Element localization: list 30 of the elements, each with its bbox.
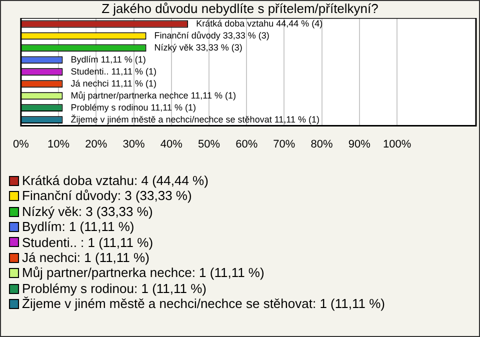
category-label: Krátká doba vztahu 44,44 % (4): [196, 18, 323, 28]
x-tick-label: 50%: [198, 138, 220, 150]
chart-title: Z jakého důvodu nebydlíte s přítelem/přítelkyní?: [100, 1, 380, 16]
text: Problémy s rodinou: 1 (11,11 %): [22, 280, 206, 296]
x-tick-label: 100%: [382, 138, 412, 150]
category-label: Můj partner/partnerka nechce 11,11 % (1): [70, 90, 236, 100]
text: Studenti.. : 1 (11,11 %): [22, 234, 154, 250]
text: Nízký věk: 3 (33,33 %): [22, 204, 153, 220]
category-label: Bydlím 11,11 % (1): [70, 54, 146, 64]
x-tick-label: 40%: [160, 138, 183, 150]
text: Já nechci: 1 (11,11 %): [22, 250, 150, 266]
x-tick-label: 70%: [273, 138, 296, 150]
text: Můj partner/partnerka nechce: 1 (11,11 %): [22, 265, 264, 281]
x-tick-label: 60%: [236, 138, 258, 150]
x-tick-label: 10%: [48, 138, 70, 150]
category-label: Problémy s rodinou 11,11 % (1): [70, 102, 196, 112]
text: Finanční důvody: 3 (33,33 %): [22, 188, 192, 204]
category-label: Studenti.. 11,11 % (1): [70, 66, 156, 76]
category-label: Finanční důvody 33,33 % (3): [154, 30, 270, 40]
category-label: Žijeme v jiném městě a nechci/nechce se stěhovat 11,11 % (1): [70, 114, 320, 124]
category-label: Nízký věk 33,33 % (3): [154, 42, 242, 52]
text: Bydlím: 1 (11,11 %): [22, 219, 134, 235]
text: Žijeme v jiném městě a nechci/nechce se stěhovat: 1 (11,11 %): [22, 296, 385, 312]
x-tick-label: 20%: [85, 138, 108, 150]
text: Krátká doba vztahu: 4 (44,44 %): [22, 173, 208, 188]
x-tick-label: 90%: [348, 138, 371, 150]
x-tick-label: 0%: [12, 138, 30, 150]
category-label: Já nechci 11,11 % (1): [70, 78, 156, 88]
x-tick-label: 30%: [122, 138, 145, 150]
x-tick-label: 80%: [310, 138, 334, 150]
